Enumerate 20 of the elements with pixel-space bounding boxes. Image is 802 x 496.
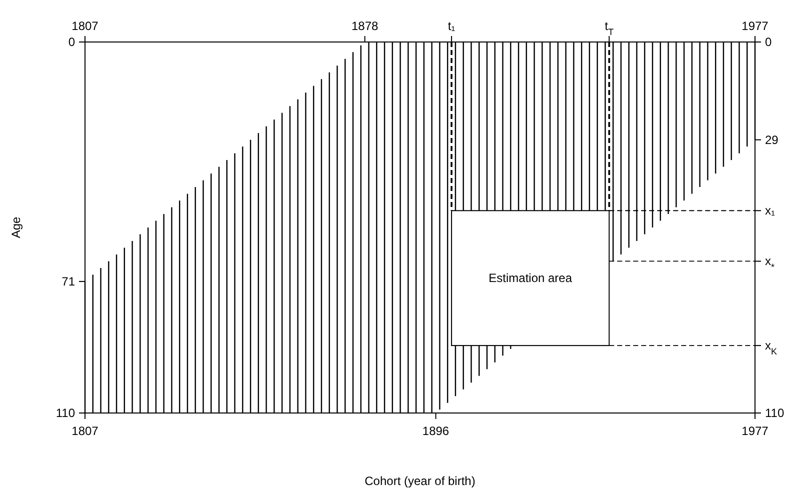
y-tick-label: 0 xyxy=(68,35,76,49)
y2-tick-label: 0 xyxy=(765,35,772,49)
x-tick-label: 1977 xyxy=(742,424,769,438)
y-tick-label: 71 xyxy=(62,274,76,288)
annotation: Estimation area xyxy=(488,271,572,286)
y2-tick-label: 29 xyxy=(765,132,779,147)
x2-tick-label: 1878 xyxy=(351,19,378,33)
x-tick-label: 1896 xyxy=(422,424,450,438)
x2-tick-label: t$_{T}$ xyxy=(604,19,614,37)
x2-tick-label: 1807 xyxy=(72,19,99,33)
y-axis-title: Age xyxy=(9,216,23,238)
x-axis-title: Cohort (year of birth) xyxy=(364,474,476,488)
y2-tick-label: x₁ xyxy=(765,204,776,218)
x2-tick-label: t₁ xyxy=(448,19,456,33)
x-tick-label: 1807 xyxy=(72,424,99,438)
y-tick-label: 110 xyxy=(56,406,76,420)
y2-tick-label: x$_{K}$ xyxy=(765,338,778,357)
y2-tick-label: 110 xyxy=(765,406,784,420)
y2-tick-label: x$_{*}$ xyxy=(765,254,775,272)
x2-tick-label: 1977 xyxy=(742,19,769,33)
